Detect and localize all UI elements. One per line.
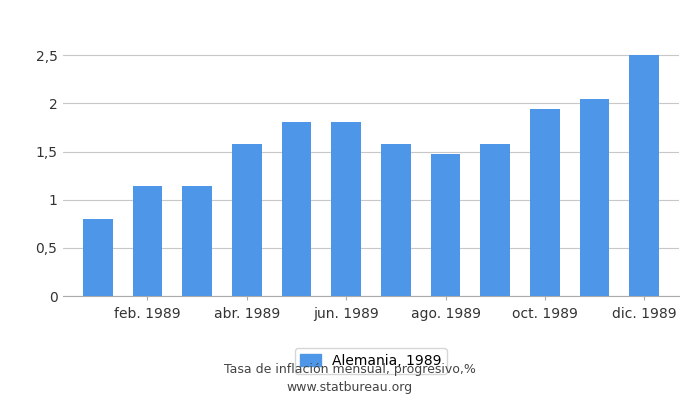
Bar xyxy=(83,219,113,296)
Legend: Alemania, 1989: Alemania, 1989 xyxy=(295,348,447,374)
Bar xyxy=(430,154,461,296)
Bar xyxy=(232,144,262,296)
Bar xyxy=(580,98,610,296)
Bar xyxy=(530,109,560,296)
Bar xyxy=(182,186,212,296)
Bar xyxy=(480,144,510,296)
Text: www.statbureau.org: www.statbureau.org xyxy=(287,382,413,394)
Bar xyxy=(629,55,659,296)
Bar xyxy=(381,144,411,296)
Text: Tasa de inflación mensual, progresivo,%: Tasa de inflación mensual, progresivo,% xyxy=(224,364,476,376)
Bar xyxy=(281,122,312,296)
Bar xyxy=(132,186,162,296)
Bar xyxy=(331,122,361,296)
